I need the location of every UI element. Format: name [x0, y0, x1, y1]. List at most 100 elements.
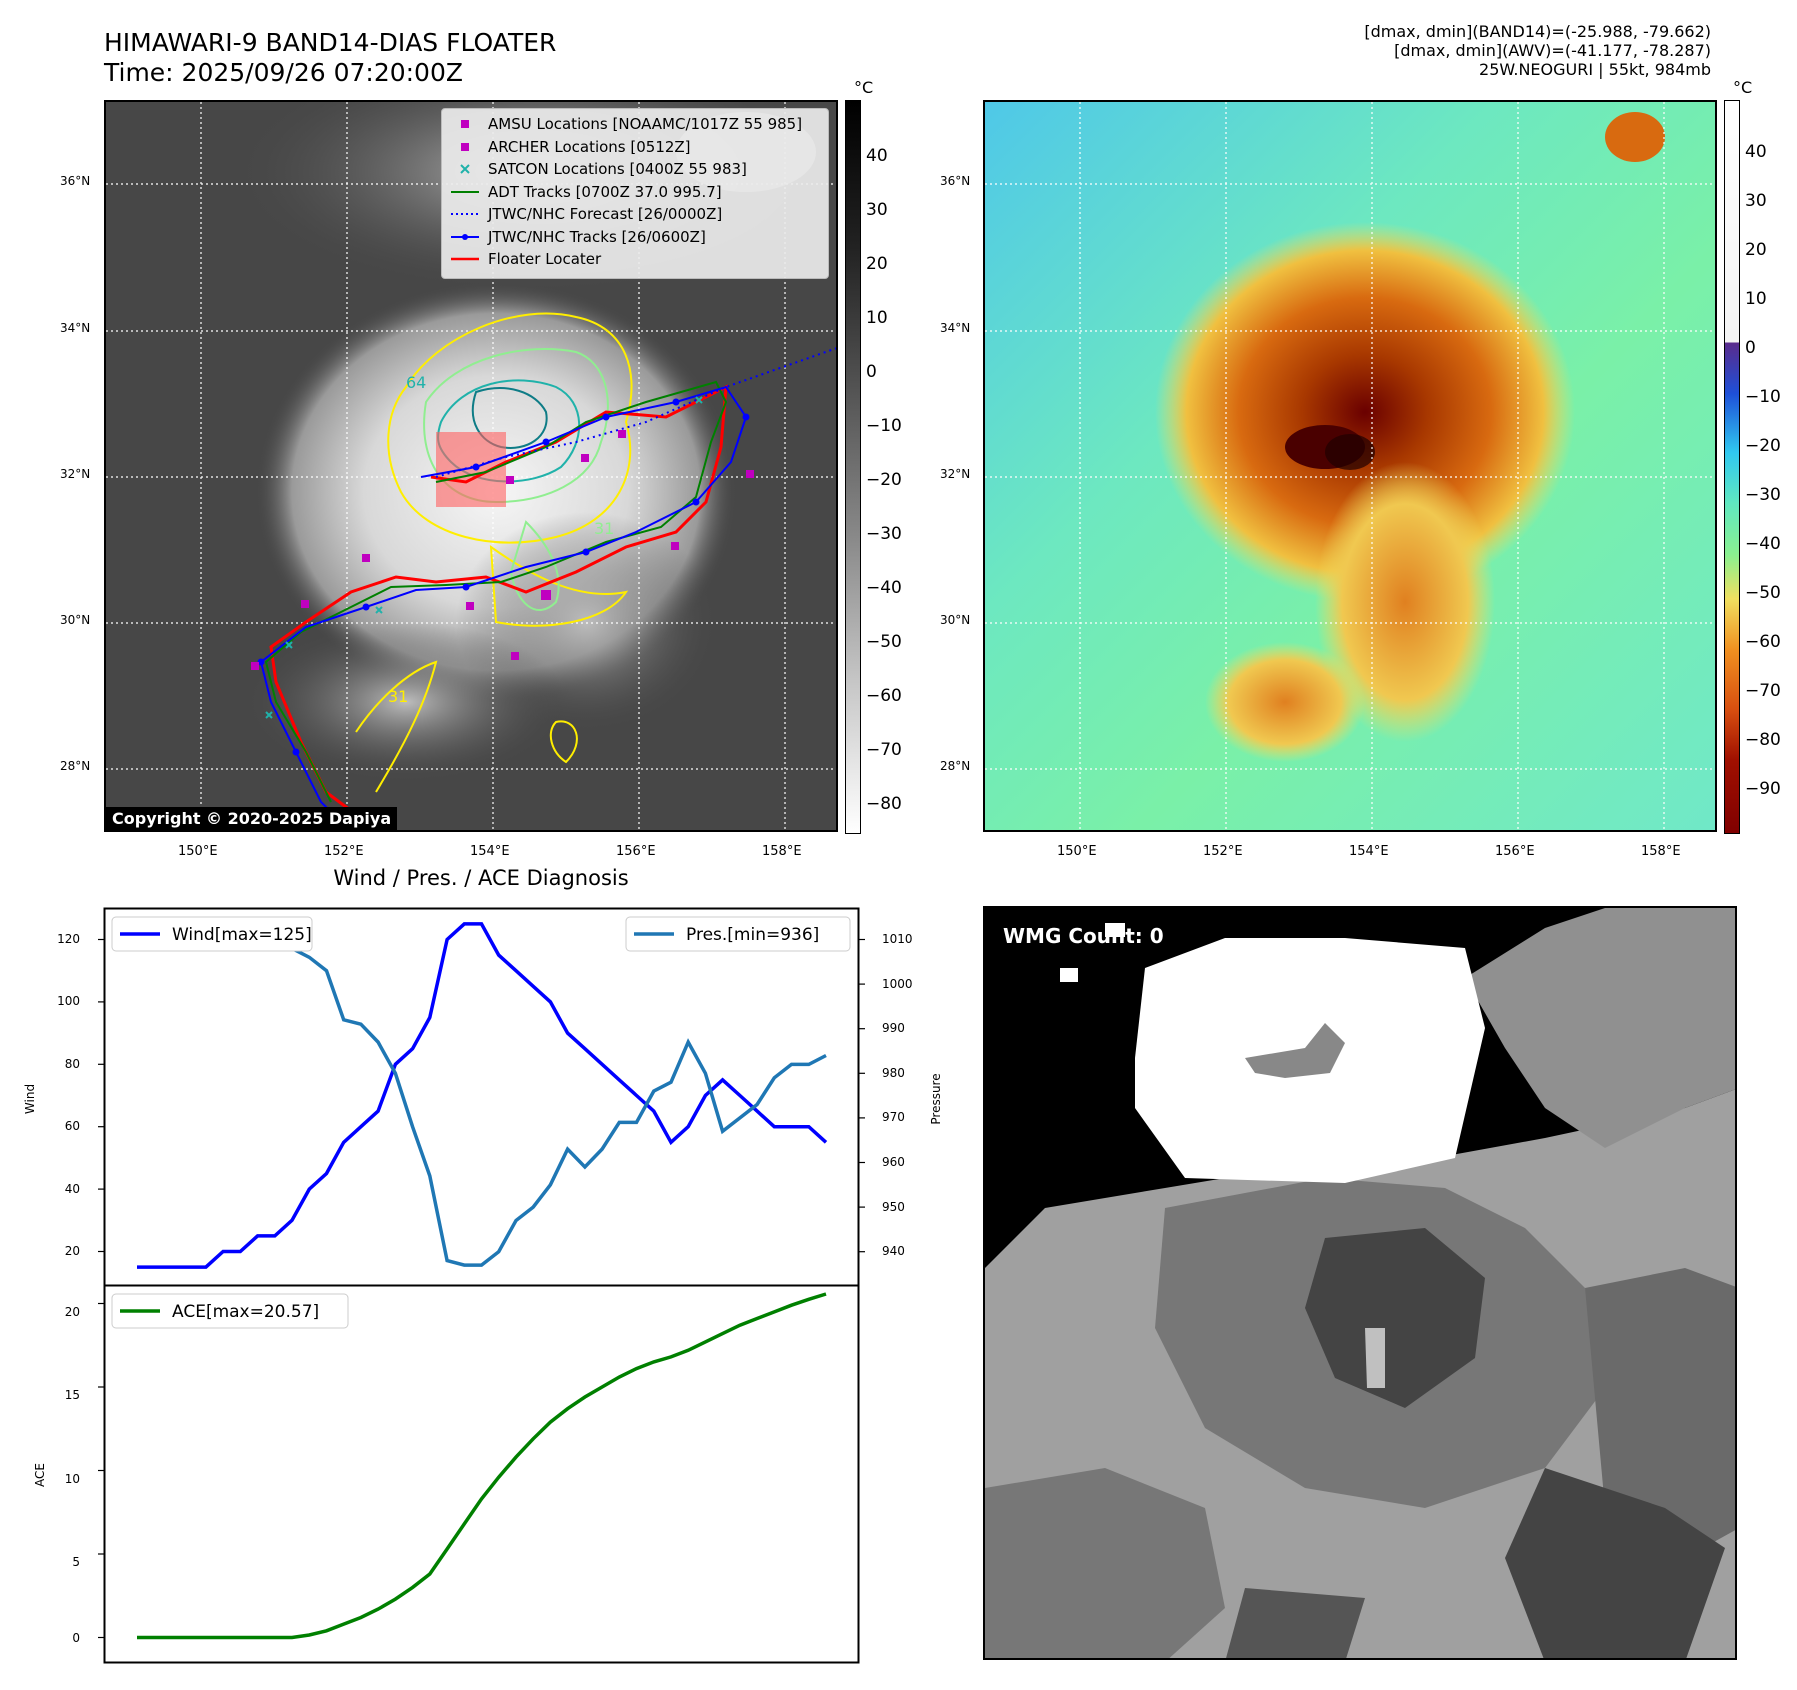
info-line-3: 25W.NEOGURI | 55kt, 984mb [1479, 60, 1711, 79]
wind-series-line [137, 922, 828, 1269]
square-marker-icon [442, 141, 488, 153]
legend-label: Floater Locater [488, 250, 602, 269]
wind-tick: 120 [57, 932, 80, 946]
diagnosis-title: Wind / Pres. / ACE Diagnosis [333, 866, 629, 890]
pressure-tick: 1010 [882, 932, 913, 946]
ace-tick: 10 [65, 1472, 80, 1486]
wv-cb-tick: −30 [1745, 485, 1781, 505]
wind-tick: 20 [65, 1244, 80, 1258]
contour-label-31b: 31 [388, 687, 408, 706]
floater-box [436, 432, 506, 507]
info-line-1: [dmax, dmin](BAND14)=(-25.988, -79.662) [1364, 22, 1711, 41]
x-marker-icon [442, 163, 488, 175]
ace-tick: 15 [65, 1388, 80, 1402]
wind-tick: 100 [57, 994, 80, 1008]
legend-label: ADT Tracks [0700Z 37.0 995.7] [488, 182, 722, 201]
ace-legend: ACE[max=20.57] [111, 1293, 349, 1329]
ir-cb-tick: 10 [866, 308, 888, 328]
pressure-tick: 960 [882, 1155, 905, 1169]
wind-legend: Wind[max=125] [111, 916, 313, 952]
ir-map-panel: 64 31 31 [104, 100, 838, 832]
wv-map-panel [983, 100, 1717, 832]
wv-lon-label-158: 158°E [1641, 844, 1681, 859]
lat-label-32: 32°N [60, 467, 91, 481]
lat-label-36: 36°N [60, 174, 91, 188]
wv-cb-tick: 30 [1745, 191, 1767, 211]
lat-label-30: 30°N [60, 613, 91, 627]
pressure-legend: Pres.[min=936] [625, 916, 851, 952]
wind-tick: 40 [65, 1182, 80, 1196]
ir-cb-tick: −60 [866, 686, 902, 706]
title-line-2: Time: 2025/09/26 07:20:00Z [104, 58, 463, 87]
legend-item-forecast: JTWC/NHC Forecast [26/0000Z] [442, 203, 828, 226]
square-marker-icon [442, 118, 488, 130]
map-legend: AMSU Locations [NOAAMC/1017Z 55 985] ARC… [441, 108, 829, 279]
ace-axis-label: ACE [33, 1463, 47, 1487]
pressure-tick: 980 [882, 1066, 905, 1080]
wv-map-image [985, 102, 1715, 830]
lon-label-150: 150°E [178, 844, 218, 859]
wind-axis-label: Wind [23, 1084, 37, 1114]
ace-series-line [137, 1292, 827, 1640]
wv-cb-tick: 20 [1745, 240, 1767, 260]
ir-cb-tick: 20 [866, 254, 888, 274]
wind-legend-label: Wind[max=125] [172, 925, 312, 945]
dotted-line-icon [442, 208, 488, 220]
wv-cb-tick: 0 [1745, 338, 1756, 358]
ir-cb-tick: −50 [866, 632, 902, 652]
title-line-1: HIMAWARI-9 BAND14-DIAS FLOATER [104, 28, 557, 57]
wv-cb-tick: −50 [1745, 583, 1781, 603]
lon-label-154: 154°E [470, 844, 510, 859]
wmg-count-label: WMG Count: 0 [1003, 924, 1164, 948]
line-dot-icon [442, 231, 488, 243]
legend-label: ARCHER Locations [0512Z] [488, 137, 691, 156]
contour-label-31a: 31 [594, 519, 614, 538]
legend-item-amsu: AMSU Locations [NOAAMC/1017Z 55 985] [442, 113, 828, 136]
legend-item-adt: ADT Tracks [0700Z 37.0 995.7] [442, 181, 828, 204]
wv-cb-tick: −90 [1745, 779, 1781, 799]
ir-cb-tick: −10 [866, 416, 902, 436]
wind-pressure-axes [103, 907, 860, 1287]
copyright-badge: Copyright © 2020-2025 Dapiya [106, 807, 398, 830]
info-line-2: [dmax, dmin](AWV)=(-41.177, -78.287) [1394, 41, 1711, 60]
lat-label-28: 28°N [60, 759, 91, 773]
wv-colorbar [1724, 100, 1740, 834]
ace-axes [103, 1284, 860, 1664]
pressure-legend-label: Pres.[min=936] [686, 925, 819, 945]
lat-label-34: 34°N [60, 321, 91, 335]
ir-cb-tick: −80 [866, 794, 902, 814]
wv-lon-label-152: 152°E [1203, 844, 1243, 859]
pressure-tick: 950 [882, 1200, 905, 1214]
wmg-image [985, 908, 1735, 1658]
wind-tick: 60 [65, 1119, 80, 1133]
legend-item-archer: ARCHER Locations [0512Z] [442, 136, 828, 159]
pressure-tick: 970 [882, 1110, 905, 1124]
figure-title: HIMAWARI-9 BAND14-DIAS FLOATER Time: 202… [104, 28, 556, 88]
wv-lat-label-34: 34°N [940, 321, 971, 335]
ir-colorbar [845, 100, 861, 834]
pressure-series-line [137, 937, 827, 1267]
wv-lon-label-154: 154°E [1349, 844, 1389, 859]
wv-cb-tick: −70 [1745, 681, 1781, 701]
wv-lat-label-30: 30°N [940, 613, 971, 627]
wv-cb-tick: −60 [1745, 632, 1781, 652]
line-icon [442, 253, 488, 265]
ace-tick: 0 [72, 1631, 80, 1645]
legend-label: SATCON Locations [0400Z 55 983] [488, 160, 747, 179]
ir-cb-tick: 0 [866, 362, 877, 382]
wv-lat-label-32: 32°N [940, 467, 971, 481]
ace-legend-label: ACE[max=20.57] [172, 1302, 319, 1322]
wv-lon-label-150: 150°E [1057, 844, 1097, 859]
legend-label: JTWC/NHC Forecast [26/0000Z] [488, 205, 723, 224]
wv-cb-tick: −80 [1745, 730, 1781, 750]
diagnosis-chart: Wind Pressure ACE 120 100 80 60 40 20 10… [23, 907, 943, 1664]
wmg-panel: WMG Count: 0 [983, 906, 1737, 1660]
legend-label: JTWC/NHC Tracks [26/0600Z] [488, 227, 706, 246]
ir-cb-tick: 40 [866, 146, 888, 166]
wv-lat-label-28: 28°N [940, 759, 971, 773]
line-icon [442, 186, 488, 198]
legend-item-floater: Floater Locater [442, 248, 828, 271]
wind-tick: 80 [65, 1057, 80, 1071]
pressure-tick: 940 [882, 1244, 905, 1258]
ace-tick: 5 [72, 1555, 80, 1569]
